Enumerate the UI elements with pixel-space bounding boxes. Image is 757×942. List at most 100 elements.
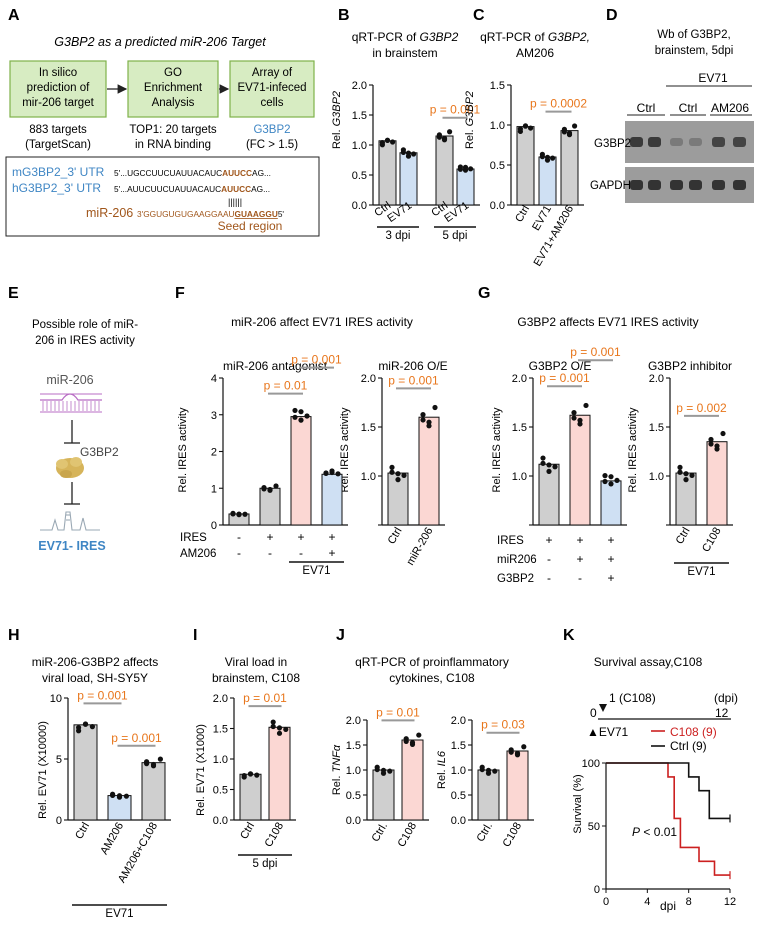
data-point	[540, 460, 546, 466]
row-label: IRES	[497, 535, 524, 547]
panel-e-title-line2: 206 in IRES activity	[35, 335, 135, 347]
data-point	[292, 407, 298, 414]
human-utr-label: hG3BP2_3' UTR	[12, 181, 101, 195]
flow-note-3-line2: (FC > 1.5)	[246, 139, 298, 151]
panel-d: D Wb of G3BP2, brainstem, 5dpi EV71 Ctrl…	[590, 7, 754, 203]
data-point	[432, 404, 438, 411]
mir206-node-label: miR-206	[46, 373, 93, 387]
blot-gapdh-band-5	[712, 180, 725, 190]
category-label: Ctrl.	[475, 821, 495, 844]
row-sign: -	[299, 546, 303, 560]
legend-ctrl-label: Ctrl (9)	[670, 739, 707, 753]
bar	[418, 416, 440, 526]
blot-gapdh-label: GAPDH	[590, 180, 631, 192]
survival-curve	[606, 762, 730, 876]
x-tick-label: 8	[686, 896, 692, 908]
data-point	[267, 487, 273, 493]
rna-structure-icon	[40, 511, 100, 531]
flow-box-1-line2: prediction of	[27, 82, 90, 94]
data-point	[539, 151, 546, 157]
y-tick-label: 1.0	[213, 754, 228, 766]
panel-j-ylabel-1-a: Rel.	[331, 776, 343, 796]
panel-a-title: G3BP2 as a predicted miR-206 Target	[54, 35, 266, 49]
inhibition-arrow-2	[64, 482, 80, 505]
category-label: Ctrl	[73, 821, 92, 842]
panel-k-pvalue-rest: < 0.01	[640, 825, 677, 839]
data-point	[157, 756, 163, 762]
data-point	[241, 772, 247, 779]
y-tick-label: 5	[56, 754, 62, 766]
panel-f: F miR-206 affect EV71 IRES activity miR-…	[175, 285, 448, 577]
data-point	[411, 151, 417, 157]
flow-box-2-line3: Analysis	[152, 97, 195, 109]
g3bp2-node-label: G3BP2	[80, 445, 119, 459]
data-point	[608, 481, 614, 487]
p-value-label: p = 0.01	[264, 379, 308, 393]
data-point	[389, 469, 395, 475]
y-tick-label: 2	[211, 447, 217, 459]
data-point	[577, 417, 583, 423]
data-point	[677, 464, 683, 470]
data-point	[572, 123, 578, 129]
bar	[506, 750, 529, 821]
bar	[516, 126, 535, 206]
data-point	[405, 153, 412, 159]
data-point	[304, 413, 310, 419]
data-point	[550, 155, 556, 161]
group-label: 5 dpi	[443, 230, 468, 242]
data-point	[583, 402, 589, 409]
timeline-dpi-label: (dpi)	[714, 691, 738, 705]
flow-note-2-line1: TOP1: 20 targets	[129, 124, 217, 136]
panel-k-pvalue: P < 0.01	[632, 825, 677, 839]
panel-j-ylabel-1-gene: TNFα	[331, 744, 343, 772]
data-point	[479, 764, 485, 770]
mir206-label: miR-206	[86, 206, 133, 220]
row-sign: +	[607, 571, 614, 585]
row-sign: +	[328, 546, 335, 560]
panel-f-sub1: miR-206 antagonist	[223, 359, 328, 373]
y-tick-label: 2.0	[649, 373, 664, 385]
row-label: IRES	[180, 532, 207, 544]
flow-box-3-line3: cells	[260, 97, 283, 109]
panel-g-sub2: G3BP2 inhibitor	[648, 359, 732, 373]
timeline-day1-label: 1 (C108)	[609, 691, 656, 705]
row-sign: +	[607, 533, 614, 547]
data-point	[273, 483, 279, 489]
data-point	[517, 126, 524, 132]
row-sign: -	[578, 571, 582, 585]
blot-ev71-label: EV71	[698, 71, 728, 85]
y-tick-label: 1.0	[451, 765, 466, 777]
data-point	[689, 472, 695, 478]
y-tick-label: 0.5	[451, 790, 466, 802]
panel-b-ylabel: Rel. G3BP2	[331, 91, 343, 149]
timeline-twelve: 12	[715, 706, 729, 720]
data-point	[571, 415, 577, 421]
p-value-label: p = 0.01	[243, 691, 287, 705]
panel-c-ylabel-gene: G3BP2	[464, 91, 476, 126]
mouse-utr-label: mG3BP2_3' UTR	[12, 165, 105, 179]
data-point	[492, 768, 498, 774]
y-tick-label: 2.0	[512, 373, 527, 385]
flow-box-2-line1: GO	[164, 67, 182, 79]
data-point	[254, 772, 260, 778]
panel-j-ylabel-2: Rel. IL6	[436, 750, 448, 789]
y-tick-label: 10	[50, 693, 62, 705]
panel-b-title-gene: G3BP2	[420, 30, 459, 44]
data-point	[123, 793, 129, 799]
y-tick-label: 0	[56, 815, 62, 827]
y-tick-label: 1.0	[346, 765, 361, 777]
panel-g-ylabel-1: Rel. IRES activity	[491, 407, 503, 492]
data-point	[720, 430, 726, 437]
y-tick-label: 2.0	[346, 715, 361, 727]
y-tick-label: 0.5	[490, 160, 505, 172]
row-sign: +	[545, 533, 552, 547]
data-point	[329, 468, 335, 474]
data-point	[390, 139, 396, 145]
y-tick-label: 3	[211, 410, 217, 422]
panel-f-sub2: miR-206 O/E	[378, 359, 447, 373]
data-point	[247, 771, 254, 777]
y-tick-label: 0.5	[213, 785, 228, 797]
data-point	[441, 137, 448, 143]
